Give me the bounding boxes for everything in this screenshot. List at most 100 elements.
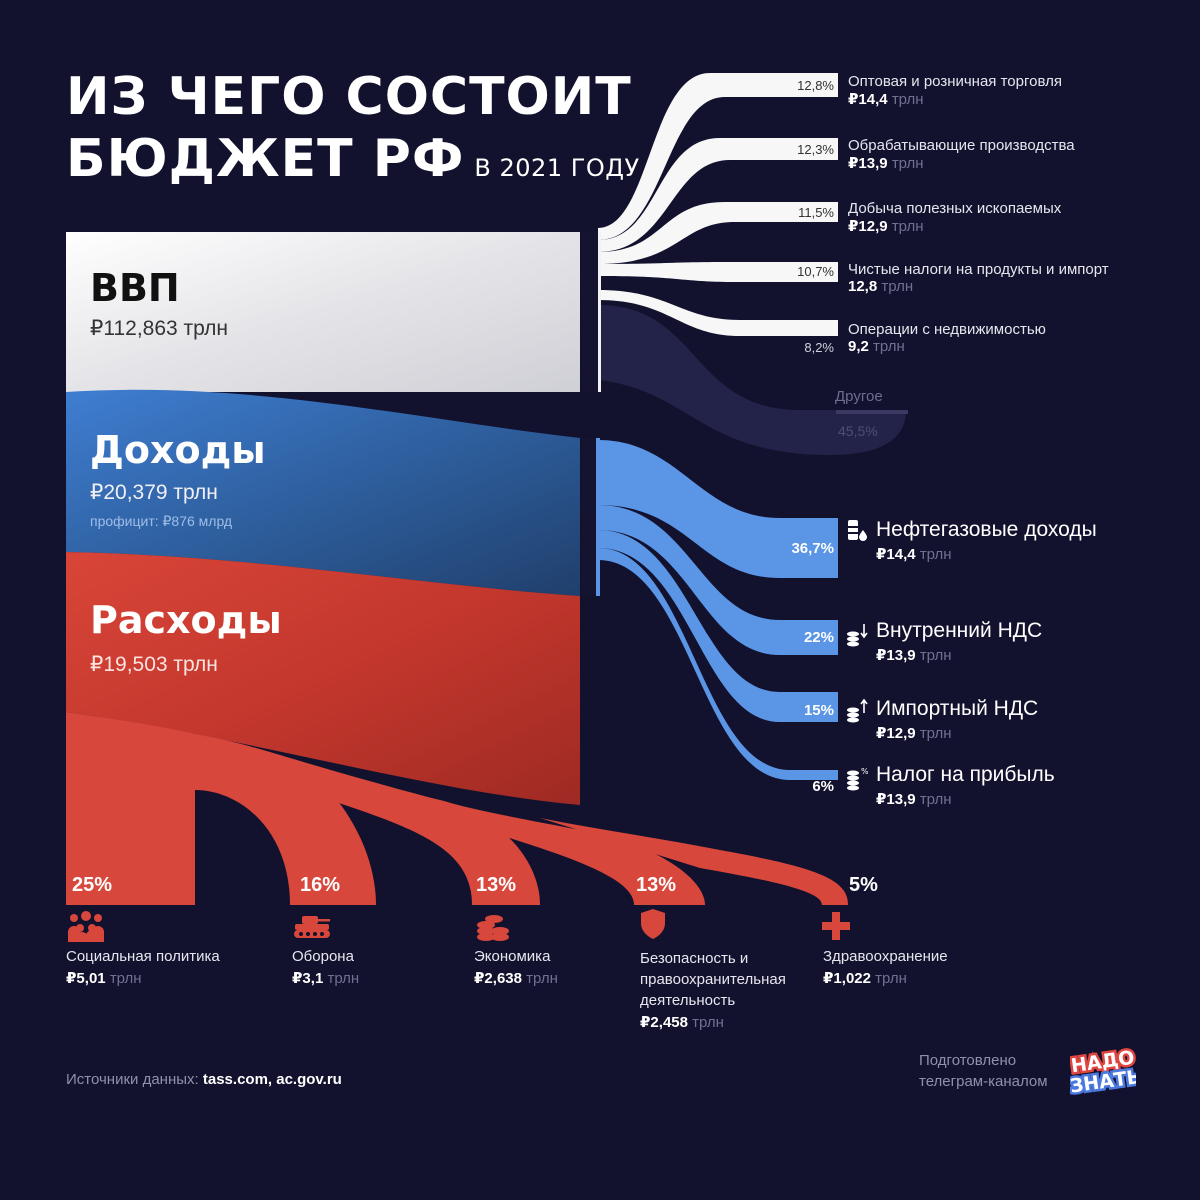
expense-item-pct: 5% — [849, 874, 878, 896]
oil-barrel-icon — [848, 520, 867, 541]
gdp-item-unit: трлн — [891, 155, 924, 172]
gdp-band — [66, 232, 580, 392]
income-item-value: ₽14,4 — [876, 546, 916, 563]
expenses-label-block: Расходы ₽19,503 трлн — [90, 598, 282, 677]
gdp-item-unit: трлн — [873, 338, 905, 355]
gdp-item: Обрабатывающие производства ₽13,9 трлн — [848, 137, 1075, 172]
gdp-item-value: ₽12,9 — [848, 218, 888, 235]
expense-item-pct: 13% — [476, 874, 517, 896]
gdp-other-pct: 45,5% — [838, 423, 878, 439]
income-flows — [598, 440, 838, 780]
gdp-item-pct: 12,3% — [797, 142, 834, 157]
gdp-flows — [598, 73, 838, 336]
expense-item-label: Здравоохранение — [823, 948, 948, 965]
page-title: ИЗ ЧЕГО СОСТОИТ БЮДЖЕТ РФ В 2021 ГОДУ — [66, 66, 640, 199]
income-item-value: ₽12,9 — [876, 725, 916, 742]
income-label-block: Доходы ₽20,379 трлн профицит: ₽876 млрд — [90, 428, 266, 530]
gdp-item-value: ₽13,9 — [848, 155, 888, 172]
gdp-other-label: Другое — [835, 388, 883, 405]
expense-item: Здравоохранение ₽1,022 трлн — [823, 946, 1003, 987]
expense-item: Оборона ₽3,1 трлн — [292, 946, 452, 987]
expense-item-value: ₽5,01 — [66, 970, 106, 987]
logo-icon[interactable]: НАДО НАДО ЗНАТЬ ЗНАТЬ — [1070, 1044, 1136, 1098]
income-item-unit: трлн — [919, 791, 952, 808]
gdp-item-unit: трлн — [881, 278, 914, 295]
income-item-pct: 22% — [803, 629, 834, 646]
expense-item-pct: 25% — [72, 874, 113, 896]
gdp-item-label: Чистые налоги на продукты и импорт — [848, 261, 1109, 278]
gdp-item: Добыча полезных ископаемых ₽12,9 трлн — [848, 200, 1061, 235]
gdp-item-label: Добыча полезных ископаемых — [848, 200, 1062, 217]
credit-block: Подготовлено телеграм-каналом — [919, 1050, 1048, 1092]
expenses-name: Расходы — [90, 598, 282, 642]
gdp-item-value: 12,8 — [848, 278, 878, 295]
gdp-item: Оптовая и розничная торговля ₽14,4 трлн — [848, 73, 1062, 108]
expense-item-unit: трлн — [109, 970, 142, 987]
expense-item-unit: трлн — [875, 970, 907, 987]
sources-line: Источники данных: tass.com, ac.gov.ru — [66, 1071, 342, 1088]
title-line1: ИЗ ЧЕГО СОСТОИТ — [66, 67, 632, 127]
income-value: ₽20,379 трлн — [90, 481, 218, 504]
gdp-label-block: ВВП ₽112,863 трлн — [90, 266, 228, 341]
income-item: Импортный НДС ₽12,9 трлн — [876, 697, 1038, 742]
expense-item-value: ₽1,022 — [823, 970, 871, 987]
expense-item-unit: трлн — [327, 970, 360, 987]
expense-item-unit: трлн — [526, 970, 558, 987]
expense-item-value: ₽2,638 — [474, 970, 522, 987]
gdp-item: Операции с недвижимостью 9,2 трлн — [848, 321, 1046, 355]
expenses-band — [66, 552, 580, 805]
expenses-value: ₽19,503 трлн — [90, 653, 218, 676]
gdp-item-unit: трлн — [891, 91, 924, 108]
expense-item-pct: 16% — [300, 874, 341, 896]
income-item-label: Импортный НДС — [876, 697, 1039, 720]
gdp-other-flow — [598, 305, 906, 455]
income-item-value: ₽13,9 — [876, 791, 916, 808]
income-item-unit: трлн — [919, 725, 952, 742]
income-band — [66, 389, 580, 596]
income-item-unit: трлн — [919, 647, 952, 664]
gdp-item-label: Операции с недвижимостью — [848, 321, 1046, 338]
expense-item-pct: 13% — [636, 874, 677, 896]
income-item: Внутренний НДС ₽13,9 трлн — [876, 619, 1042, 664]
expense-item-value: ₽2,458 — [640, 1014, 688, 1031]
credit-line2: телеграм-каналом — [919, 1073, 1048, 1090]
coins-percent-icon: % — [847, 767, 868, 791]
expense-item-value: ₽3,1 — [292, 970, 324, 987]
income-item-value: ₽13,9 — [876, 647, 916, 664]
expense-item-label: Оборона — [292, 948, 354, 965]
income-item: Нефтегазовые доходы ₽14,4 трлн — [876, 518, 1097, 563]
medical-cross-icon — [822, 912, 850, 940]
coins-up-icon — [847, 698, 868, 723]
income-item-pct: 15% — [803, 702, 834, 719]
income-item: Налог на прибыль ₽13,9 трлн — [876, 763, 1055, 808]
sources-links[interactable]: tass.com, ac.gov.ru — [202, 1071, 342, 1088]
gdp-item: Чистые налоги на продукты и импорт 12,8 … — [848, 261, 1109, 295]
people-icon — [68, 911, 104, 942]
gdp-item-pct: 10,7% — [797, 264, 834, 279]
income-name: Доходы — [90, 428, 266, 472]
gdp-name: ВВП — [90, 266, 180, 310]
expense-item-label: Экономика — [474, 948, 551, 965]
gdp-item-pct: 12,8% — [797, 78, 834, 93]
gdp-item-pct: 8,2% — [804, 340, 834, 355]
gdp-item-label: Оптовая и розничная торговля — [848, 73, 1062, 90]
expense-item-label: Безопасность и правоохранительная деятел… — [640, 950, 786, 1009]
coins-icon — [477, 915, 509, 941]
credit-line1: Подготовлено — [919, 1052, 1017, 1069]
income-item-label: Нефтегазовые доходы — [876, 518, 1097, 541]
expense-item-label: Социальная политика — [66, 948, 220, 965]
expense-item: Социальная политика ₽5,01 трлн — [66, 946, 266, 987]
expense-item: Экономика ₽2,638 трлн — [474, 946, 624, 987]
gdp-value: ₽112,863 трлн — [90, 317, 228, 340]
income-item-label: Внутренний НДС — [876, 619, 1043, 642]
income-item-pct: 6% — [812, 778, 834, 795]
expense-item-unit: трлн — [692, 1014, 724, 1031]
income-note: профицит: ₽876 млрд — [90, 513, 233, 529]
gdp-item-label: Обрабатывающие производства — [848, 137, 1075, 154]
title-line2: БЮДЖЕТ РФ — [66, 129, 465, 189]
income-item-pct: 36,7% — [791, 540, 834, 557]
title-subtitle: В 2021 ГОДУ — [474, 154, 640, 182]
svg-text:%: % — [861, 767, 868, 776]
gdp-item-pct: 11,5% — [798, 205, 834, 220]
